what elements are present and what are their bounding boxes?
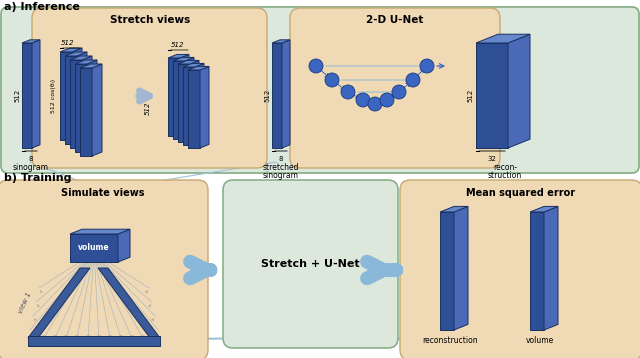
Polygon shape [28,336,160,346]
Text: reconstruction: reconstruction [422,336,478,345]
Circle shape [380,93,394,107]
FancyBboxPatch shape [32,8,267,168]
Text: 512: 512 [14,89,20,102]
Polygon shape [440,207,468,212]
Polygon shape [75,64,87,152]
Polygon shape [195,63,204,145]
Polygon shape [70,56,92,60]
Circle shape [406,73,420,87]
Text: 512: 512 [467,89,473,102]
Circle shape [325,73,339,87]
Text: 512: 512 [61,40,75,46]
Text: b) Training: b) Training [4,173,72,183]
Text: Stretch views: Stretch views [110,15,190,25]
Text: sinogram: sinogram [263,171,299,180]
Polygon shape [183,67,195,145]
Polygon shape [60,52,72,140]
Polygon shape [508,34,530,148]
Polygon shape [82,56,92,148]
Polygon shape [272,43,282,148]
Polygon shape [476,43,508,148]
Circle shape [420,59,434,73]
Polygon shape [440,212,454,330]
FancyBboxPatch shape [290,8,500,168]
FancyBboxPatch shape [1,7,639,173]
Polygon shape [272,40,290,43]
Text: Simulate views: Simulate views [61,188,145,198]
Polygon shape [60,48,82,52]
FancyBboxPatch shape [400,180,640,358]
Text: volume: volume [78,243,110,252]
Polygon shape [98,268,160,338]
Polygon shape [178,64,190,142]
Text: view 1: view 1 [17,291,33,315]
Text: 8: 8 [279,156,284,162]
Polygon shape [476,34,530,43]
Polygon shape [168,54,189,58]
Polygon shape [188,70,200,148]
Text: 2-D U-Net: 2-D U-Net [366,15,424,25]
Polygon shape [454,207,468,330]
Text: 8: 8 [29,156,33,162]
Polygon shape [530,212,544,330]
Text: Stretch + U-Net: Stretch + U-Net [260,259,359,269]
Polygon shape [544,207,558,330]
Text: 32: 32 [488,156,497,162]
Text: Mean squared error: Mean squared error [467,188,575,198]
Polygon shape [65,52,87,56]
Polygon shape [70,60,82,148]
Circle shape [309,59,323,73]
Text: 512: 512 [172,42,185,48]
Text: sinogram: sinogram [13,163,49,172]
Polygon shape [22,43,32,148]
Polygon shape [65,56,77,144]
Polygon shape [173,57,194,61]
Polygon shape [530,207,558,212]
Polygon shape [70,229,130,234]
Polygon shape [200,66,209,148]
Text: 512 cos(θᵢ): 512 cos(θᵢ) [51,79,56,113]
Polygon shape [72,48,82,140]
Polygon shape [173,61,185,139]
Polygon shape [118,229,130,262]
Polygon shape [178,61,199,64]
Circle shape [368,97,382,111]
Circle shape [356,93,370,107]
Polygon shape [188,66,209,70]
FancyBboxPatch shape [223,180,398,348]
Polygon shape [80,64,102,68]
Polygon shape [183,63,204,67]
Text: 512: 512 [264,89,270,102]
Polygon shape [77,52,87,144]
Text: volume: volume [526,336,554,345]
FancyBboxPatch shape [0,180,208,358]
Text: recon-: recon- [493,163,517,172]
Text: a) Inference: a) Inference [4,2,80,12]
Polygon shape [80,68,92,156]
Polygon shape [28,268,90,338]
Polygon shape [22,40,40,43]
Polygon shape [282,40,290,148]
Polygon shape [32,40,40,148]
Text: 512: 512 [145,101,151,115]
Polygon shape [185,57,194,139]
Text: struction: struction [488,171,522,180]
Polygon shape [92,64,102,156]
Polygon shape [190,61,199,142]
Text: stretched: stretched [263,163,300,172]
Polygon shape [87,60,97,152]
Circle shape [392,85,406,99]
Polygon shape [180,54,189,136]
Polygon shape [75,60,97,64]
Polygon shape [168,58,180,136]
Polygon shape [70,234,118,262]
Circle shape [341,85,355,99]
